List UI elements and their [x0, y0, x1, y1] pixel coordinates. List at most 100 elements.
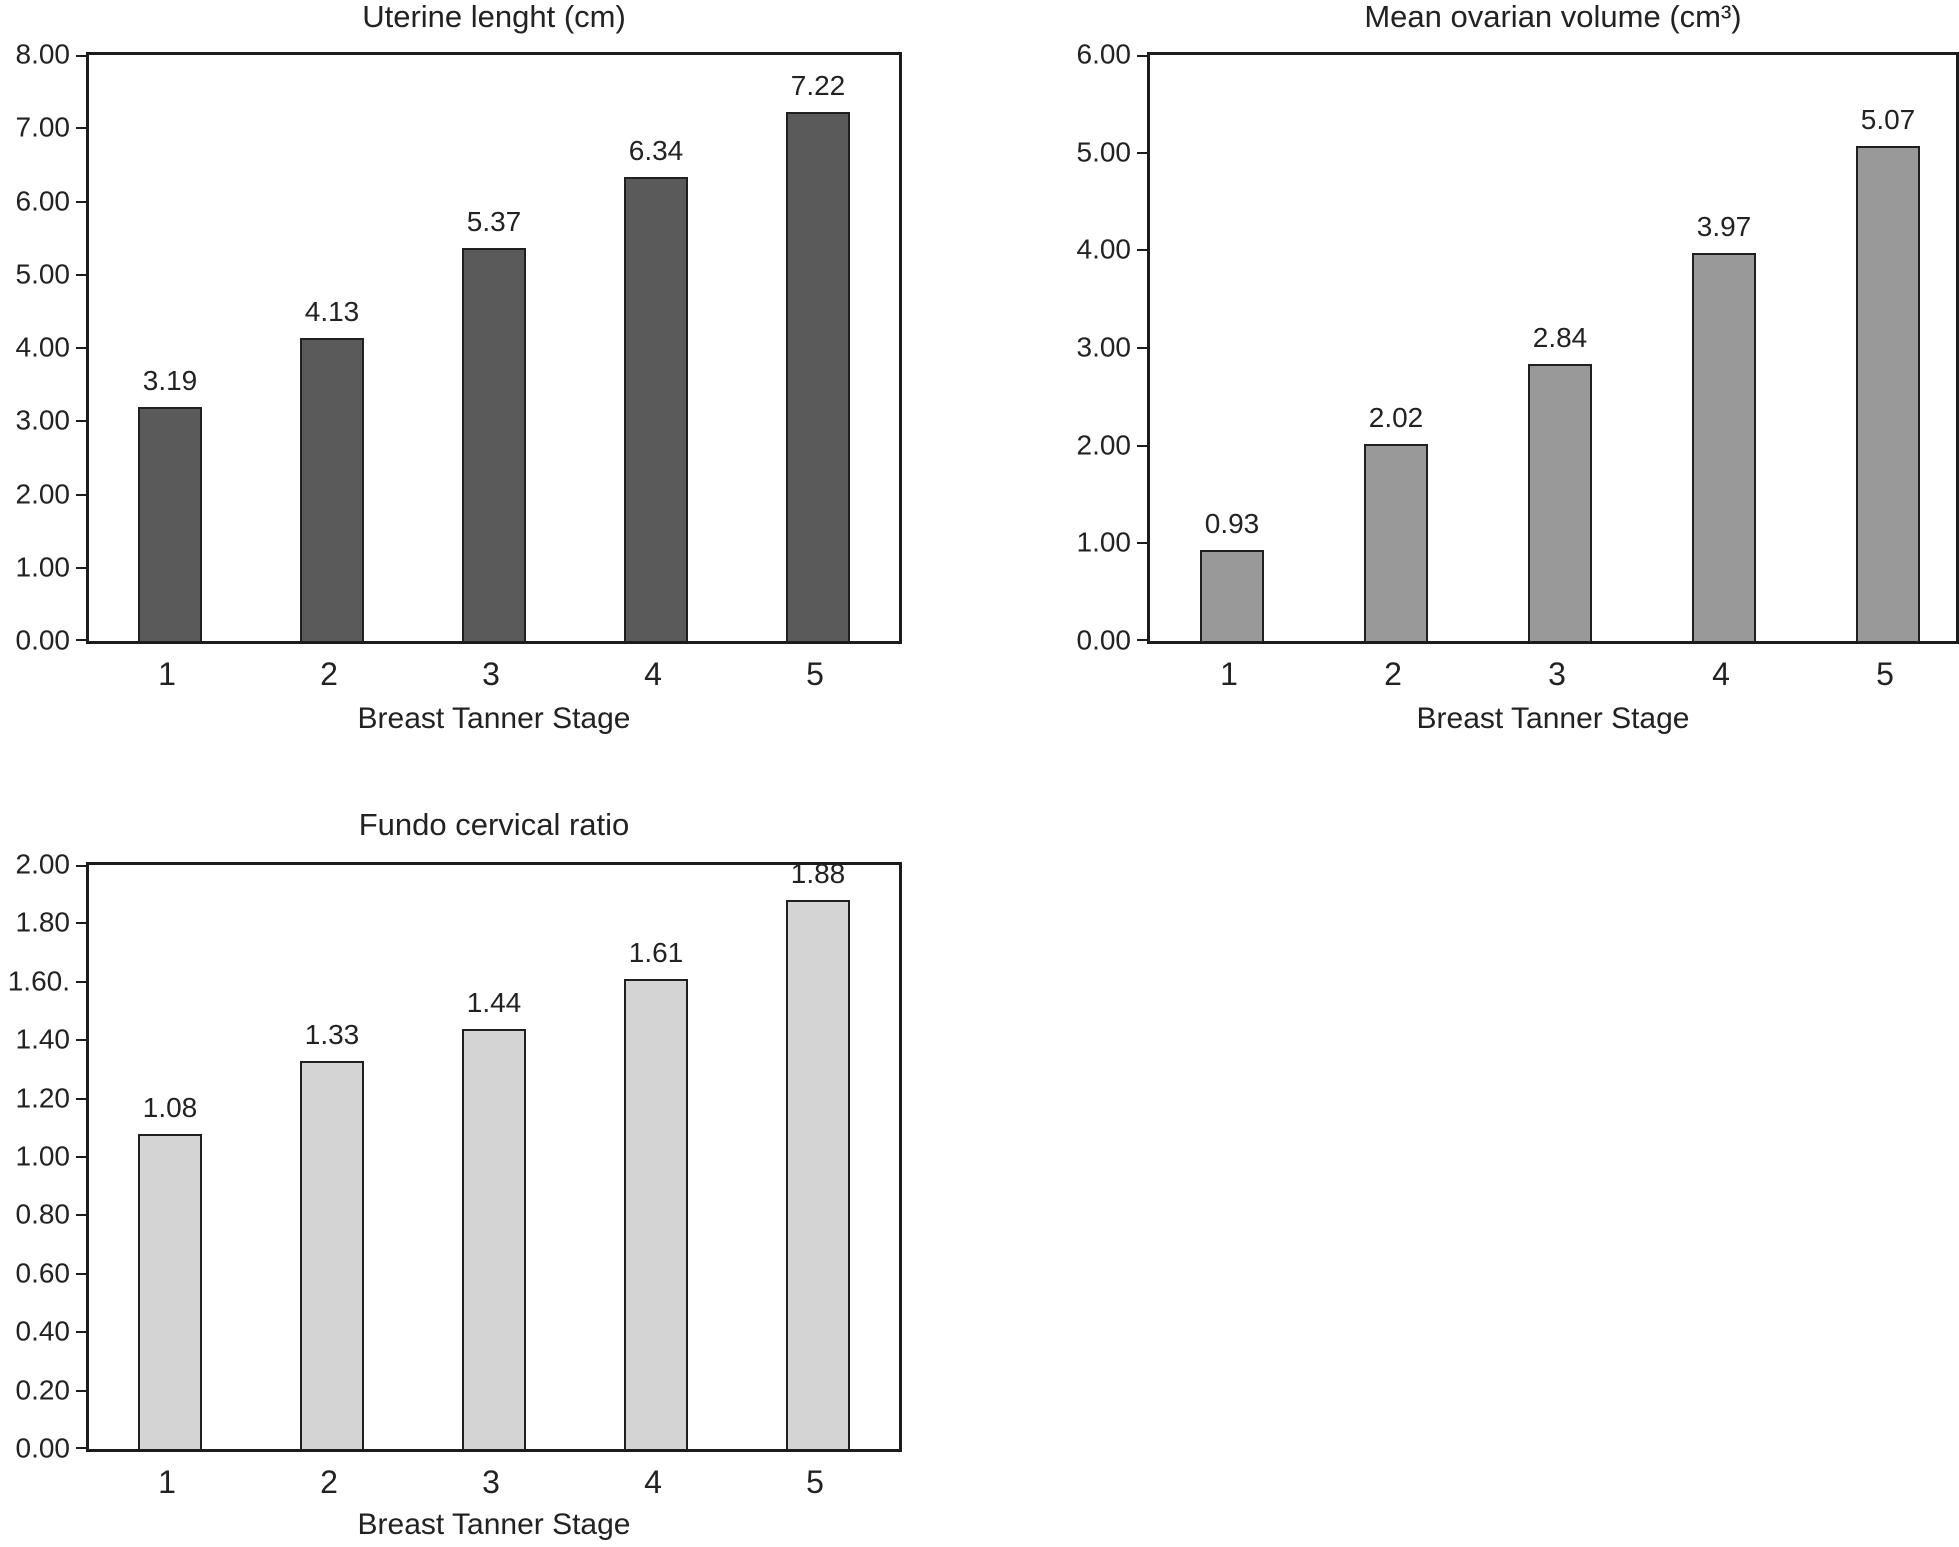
y-tick-label: 0.00	[15, 1432, 71, 1464]
bar-value-label: 1.33	[304, 1019, 360, 1050]
x-axis-title: Breast Tanner Stage	[357, 1508, 631, 1541]
x-tick-label: 1	[158, 656, 176, 692]
bar-stage-1	[138, 407, 202, 641]
y-tick-label: 7.00	[15, 111, 71, 143]
bar-stage-5	[786, 900, 850, 1449]
x-tick-label: 1	[158, 1464, 176, 1500]
y-tick-label: 3.00	[1076, 331, 1132, 363]
x-axis-title: Breast Tanner Stage	[357, 702, 631, 735]
bar-stage-4	[624, 979, 688, 1449]
bar-value-label: 1.88	[790, 858, 846, 889]
x-tick-label: 5	[1876, 656, 1894, 692]
bar-value-label: 2.02	[1368, 402, 1424, 433]
x-tick-label: 3	[482, 1464, 500, 1500]
bar-stage-4	[624, 177, 688, 641]
bar-value-label: 7.22	[790, 70, 846, 101]
y-tick-mark	[76, 1097, 86, 1100]
bar-value-label: 4.13	[304, 296, 360, 327]
x-tick-label: 3	[1548, 656, 1566, 692]
x-tick-label: 2	[320, 656, 338, 692]
y-tick-label: 1.00	[1076, 526, 1132, 558]
y-tick-label: 1.40	[15, 1023, 71, 1055]
x-tick-label: 3	[482, 656, 500, 692]
bar-stage-2	[300, 338, 364, 641]
bar-value-label: 1.08	[142, 1092, 198, 1123]
y-tick-mark	[76, 1389, 86, 1392]
x-tick-row: 1 2 3 4 5	[1147, 656, 1959, 696]
bar-value-label: 5.37	[466, 206, 522, 237]
y-tick-label: 4.00	[15, 331, 71, 363]
y-tick-mark	[76, 273, 86, 276]
bar-stage-3	[462, 248, 526, 641]
y-tick-mark	[1137, 347, 1147, 349]
plot-area: 6.00 5.00 4.00 3.00 2.00 1.00 0.00 0.93 2.02 2.84…	[1077, 38, 1959, 655]
x-tick-label: 1	[1220, 656, 1238, 692]
x-tick-label: 4	[644, 656, 662, 692]
chart-title: Mean ovarian volume (cm³)	[1364, 0, 1742, 34]
bar-stage-5	[1856, 146, 1920, 641]
y-tick-label: 1.60.	[7, 965, 70, 997]
x-tick-label: 2	[320, 1464, 338, 1500]
y-tick-mark	[1137, 151, 1147, 154]
y-tick-mark	[76, 922, 86, 925]
y-tick-label: 5.00	[15, 258, 71, 290]
y-tick-label: 4.00	[1076, 233, 1132, 265]
bar-stage-1	[138, 1134, 202, 1449]
y-tick-label: 3.00	[15, 404, 71, 436]
y-tick-mark	[1137, 444, 1147, 447]
y-tick-label: 2.00	[15, 477, 71, 509]
x-tick-row: 1 2 3 4 5	[86, 1464, 896, 1504]
x-tick-label: 5	[806, 656, 824, 692]
plot-area: 8.00 7.00 6.00 5.00 4.00 3.00 2.00 1.00 0.00 3.19…	[16, 38, 902, 655]
y-tick-mark	[76, 200, 86, 203]
y-tick-label: 0.20	[15, 1373, 71, 1405]
y-tick-mark	[76, 639, 86, 641]
bar-stage-3	[1528, 364, 1592, 641]
chart-title: Uterine lenght (cm)	[362, 0, 626, 34]
bar-stage-2	[300, 1061, 364, 1449]
y-tick-label: 6.00	[15, 184, 71, 216]
x-tick-label: 5	[806, 1464, 824, 1500]
bar-stage-4	[1692, 253, 1756, 641]
y-tick-label: 5.00	[1076, 136, 1132, 168]
y-tick-label: 0.80	[15, 1198, 71, 1230]
y-tick-mark	[1137, 542, 1147, 545]
y-tick-mark	[76, 55, 86, 57]
y-tick-label: 2.00	[1076, 429, 1132, 461]
chart-title: Fundo cervical ratio	[358, 807, 630, 842]
y-tick-label: 0.60	[15, 1257, 71, 1289]
y-tick-mark	[76, 127, 86, 130]
y-tick-label: 0.40	[15, 1315, 71, 1347]
y-tick-mark	[76, 1447, 86, 1449]
bar-value-label: 0.93	[1204, 508, 1260, 539]
y-tick-mark	[1137, 249, 1147, 252]
y-tick-mark	[76, 865, 86, 867]
bar-value-label: 1.44	[466, 987, 522, 1018]
y-tick-mark	[76, 566, 86, 569]
y-tick-label: 6.00	[1076, 38, 1132, 70]
y-tick-label: 1.00	[15, 551, 71, 583]
y-tick-label: 2.00	[15, 848, 71, 880]
y-tick-label: 1.00	[15, 1140, 71, 1172]
bar-value-label: 5.07	[1860, 104, 1916, 135]
y-tick-mark	[1137, 639, 1147, 641]
x-axis-title: Breast Tanner Stage	[1416, 702, 1690, 735]
bar-stage-3	[462, 1029, 526, 1449]
bar-value-label: 1.61	[628, 937, 684, 968]
y-tick-mark	[1137, 55, 1147, 57]
x-tick-label: 4	[644, 1464, 662, 1500]
y-tick-mark	[76, 420, 86, 423]
y-tick-label: 0.00	[15, 624, 71, 656]
bar-value-label: 6.34	[628, 135, 684, 166]
x-tick-label: 4	[1712, 656, 1730, 692]
x-tick-label: 2	[1384, 656, 1402, 692]
x-tick-row: 1 2 3 4 5	[86, 656, 896, 696]
y-tick-mark	[76, 980, 86, 983]
y-tick-label: 0.00	[1076, 624, 1132, 656]
plot-area: 2.00 1.80 1.60. 1.40 1.20 1.00 0.80 0.60 0.40 0.2…	[8, 848, 902, 1463]
y-tick-mark	[76, 1156, 86, 1158]
bar-stage-2	[1364, 444, 1428, 641]
bar-value-label: 3.19	[142, 365, 198, 396]
bar-stage-5	[786, 112, 850, 641]
